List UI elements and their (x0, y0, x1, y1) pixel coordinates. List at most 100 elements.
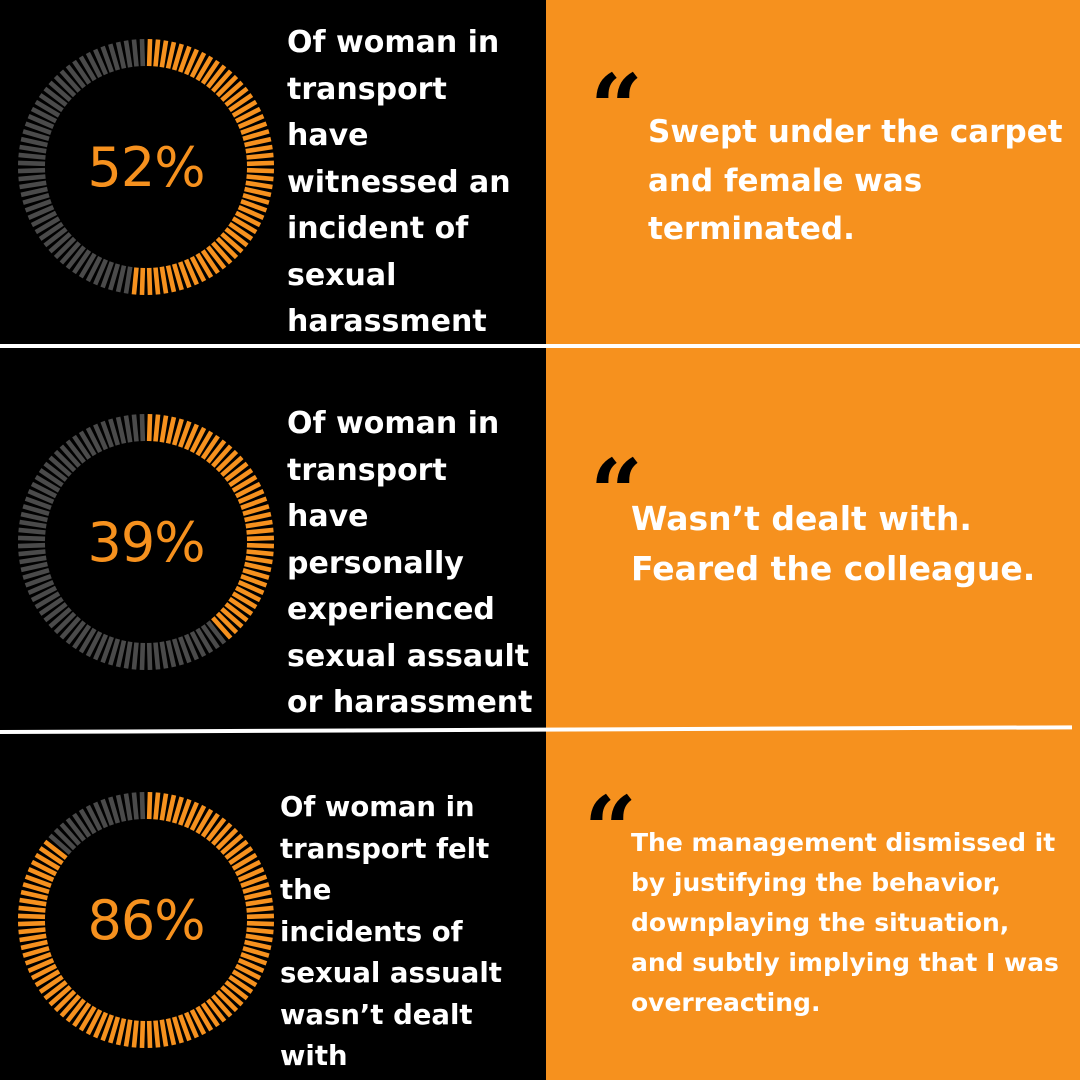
ring-segment-empty (78, 55, 97, 82)
ring-segment-filled (215, 449, 239, 473)
ring-segment-filled (215, 827, 239, 851)
ring-segment-filled (231, 216, 258, 235)
ring-segment-filled (171, 796, 184, 824)
ring-segment-empty (146, 642, 153, 671)
ring-segment-empty (65, 620, 86, 645)
ring-segment-filled (242, 945, 270, 958)
ring-segment-empty (206, 620, 227, 645)
ring-segment-empty (139, 38, 146, 67)
ring-segment-filled (224, 839, 249, 860)
ring-segment-filled (246, 920, 275, 927)
ring-segment-filled (246, 905, 274, 913)
ring-segment-filled (211, 444, 233, 468)
ring-segment-empty (100, 45, 114, 73)
ring-segment-filled (171, 263, 184, 291)
ring-segment-filled (231, 474, 258, 493)
ring-segment-filled (38, 846, 64, 866)
ring-segment-filled (159, 1019, 169, 1047)
ring-segment-empty (53, 611, 77, 635)
ring-segment-empty (123, 415, 133, 443)
ring-segment-filled (211, 994, 233, 1018)
ring-segment-empty (34, 99, 61, 118)
ring-segment-filled (215, 74, 239, 98)
ring-segment-empty (72, 624, 92, 650)
ring-segment-filled (211, 241, 233, 265)
ring-segment-empty (17, 542, 46, 549)
ring-segment-empty (85, 804, 103, 832)
ring-segment-filled (246, 927, 274, 935)
ring-segment-filled (224, 461, 249, 482)
ring-segment-empty (19, 180, 47, 190)
ring-segment-filled (206, 439, 227, 464)
ring-segment-filled (237, 489, 265, 505)
ring-segment-filled (100, 1014, 114, 1042)
ring-segment-empty (17, 535, 46, 542)
ring-segment-filled (206, 817, 227, 842)
ring-segment-empty (59, 822, 81, 846)
ring-segment-empty (178, 636, 192, 664)
ring-segment-filled (206, 998, 227, 1023)
ring-segment-filled (178, 798, 192, 826)
ring-segment-filled (72, 1002, 92, 1028)
ring-segment-filled (211, 822, 233, 846)
ring-segment-empty (48, 455, 72, 477)
ring-segment-filled (30, 859, 58, 877)
ring-segment-filled (237, 867, 265, 883)
ring-segment-filled (189, 426, 207, 454)
ring-segment-empty (139, 413, 146, 442)
ring-segment-filled (240, 496, 268, 510)
ring-segment-empty (78, 252, 97, 279)
ring-segment-filled (189, 255, 207, 283)
ring-segment-empty (85, 255, 103, 283)
ring-segment-filled (85, 1008, 103, 1036)
ring-segment-filled (183, 1011, 199, 1039)
percent-label-3: 86% (87, 888, 205, 952)
ring-segment-empty (72, 434, 92, 460)
ring-segment-filled (178, 420, 192, 448)
ring-segment-empty (93, 258, 109, 286)
ring-segment-empty (139, 791, 146, 820)
ring-segment-filled (48, 985, 72, 1007)
quote-line: terminated. (648, 211, 855, 247)
quote-line: The management dismissed it (631, 828, 1056, 857)
ring-segment-filled (246, 549, 274, 557)
ring-segment-filled (139, 267, 146, 296)
ring-segment-filled (22, 945, 50, 958)
ring-segment-filled (17, 920, 46, 927)
stat-line: personally (287, 545, 464, 581)
ring-segment-filled (171, 43, 184, 71)
ring-segment-empty (22, 567, 50, 580)
ring-segment-empty (22, 129, 50, 142)
ring-segment-filled (146, 791, 153, 820)
ring-segment-filled (159, 415, 169, 443)
ring-segment-filled (231, 969, 258, 988)
ring-segment-filled (244, 939, 272, 951)
ring-segment-empty (18, 549, 46, 557)
ring-segment-empty (108, 418, 121, 446)
ring-segment-empty (20, 136, 48, 148)
ring-segment-empty (19, 144, 47, 154)
ring-segment-filled (165, 41, 177, 69)
ring-segment-filled (159, 793, 169, 821)
ring-segment-filled (224, 980, 249, 1001)
ring-segment-filled (242, 882, 270, 895)
ring-segment-empty (115, 41, 127, 69)
stat-line: transport felt the (280, 832, 490, 907)
ring-segment-empty (189, 630, 207, 658)
stat-line: experienced (287, 592, 495, 627)
ring-segment-filled (215, 989, 239, 1013)
quote-text-2: Wasn’t dealt with. Feared the colleague. (631, 494, 1071, 594)
quote-line: by justifying the behavior, (631, 868, 1001, 897)
ring-segment-empty (131, 792, 139, 820)
ring-segment-empty (65, 439, 86, 464)
ring-segment-filled (244, 186, 272, 198)
ring-segment-empty (20, 186, 48, 198)
ring-segment-filled (183, 801, 199, 829)
ring-segment-filled (153, 39, 161, 67)
ring-segment-empty (131, 414, 139, 442)
quote-line: and female was (648, 162, 923, 199)
ring-segment-filled (178, 261, 192, 289)
ring-segment-empty (115, 265, 127, 293)
ring-segment-filled (146, 1020, 153, 1049)
ring-segment-empty (27, 114, 55, 130)
